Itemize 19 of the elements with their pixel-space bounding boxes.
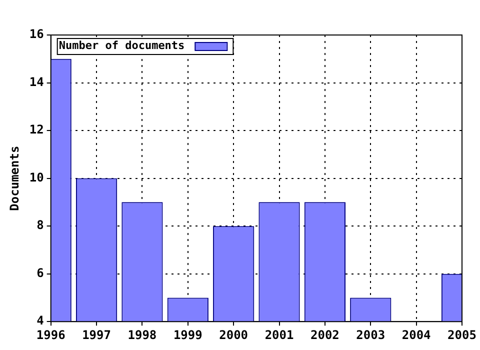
y-tick-label: 8 xyxy=(36,218,44,232)
y-tick-label: 4 xyxy=(36,314,44,328)
x-tick-label: 2001 xyxy=(264,328,294,342)
x-tick-label: 2003 xyxy=(356,328,386,342)
legend-label: Number of documents xyxy=(58,38,185,52)
y-tick-label: 14 xyxy=(29,74,44,89)
y-tick-label: 16 xyxy=(29,27,44,42)
x-tick-label: 2004 xyxy=(402,328,431,342)
x-tick-label: 2002 xyxy=(310,328,340,342)
x-tick-label: 1996 xyxy=(36,328,66,342)
x-tick-label: 1998 xyxy=(128,328,157,342)
y-tick-label: 6 xyxy=(36,266,44,280)
y-tick-label: 12 xyxy=(29,122,44,137)
x-tick-label: 2000 xyxy=(219,328,248,342)
y-tick-label: 10 xyxy=(29,170,44,184)
y-axis-title: Documents xyxy=(7,146,22,211)
x-tick-label: 1997 xyxy=(82,328,111,342)
x-tick-label: 2005 xyxy=(448,328,476,342)
x-tick-label: 1999 xyxy=(173,328,202,342)
